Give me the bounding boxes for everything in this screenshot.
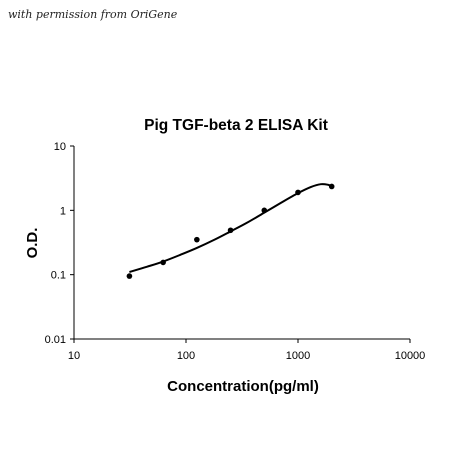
x-tick-label: 10 [68,350,80,362]
data-point [194,236,200,243]
data-point [126,273,133,279]
x-tick-label: 100 [177,350,195,362]
y-tick-label: 0.1 [51,270,66,282]
data-point [328,183,335,190]
x-tick-label: 10000 [395,350,426,362]
axes [70,145,411,343]
y-tick-label: 10 [54,141,66,153]
data-point [295,189,301,196]
y-axis-label: O.D. [24,228,41,259]
y-tick-label: 0.01 [45,334,66,346]
watermark-text: with permission from OriGene [8,8,178,21]
tick-labels: 10 100 1000 10000 0.01 0.1 1 10 [45,141,426,362]
data-points [126,183,335,279]
chart-title: Pig TGF-beta 2 ELISA Kit [144,117,328,134]
data-point [160,259,166,266]
fit-curve-group [129,183,333,273]
x-axis-label: Concentration(pg/ml) [167,378,319,395]
y-tick-label: 1 [60,205,66,217]
data-point [261,207,268,214]
data-point [227,227,234,234]
x-tick-label: 1000 [286,350,310,362]
fit-curve-line [129,183,333,273]
